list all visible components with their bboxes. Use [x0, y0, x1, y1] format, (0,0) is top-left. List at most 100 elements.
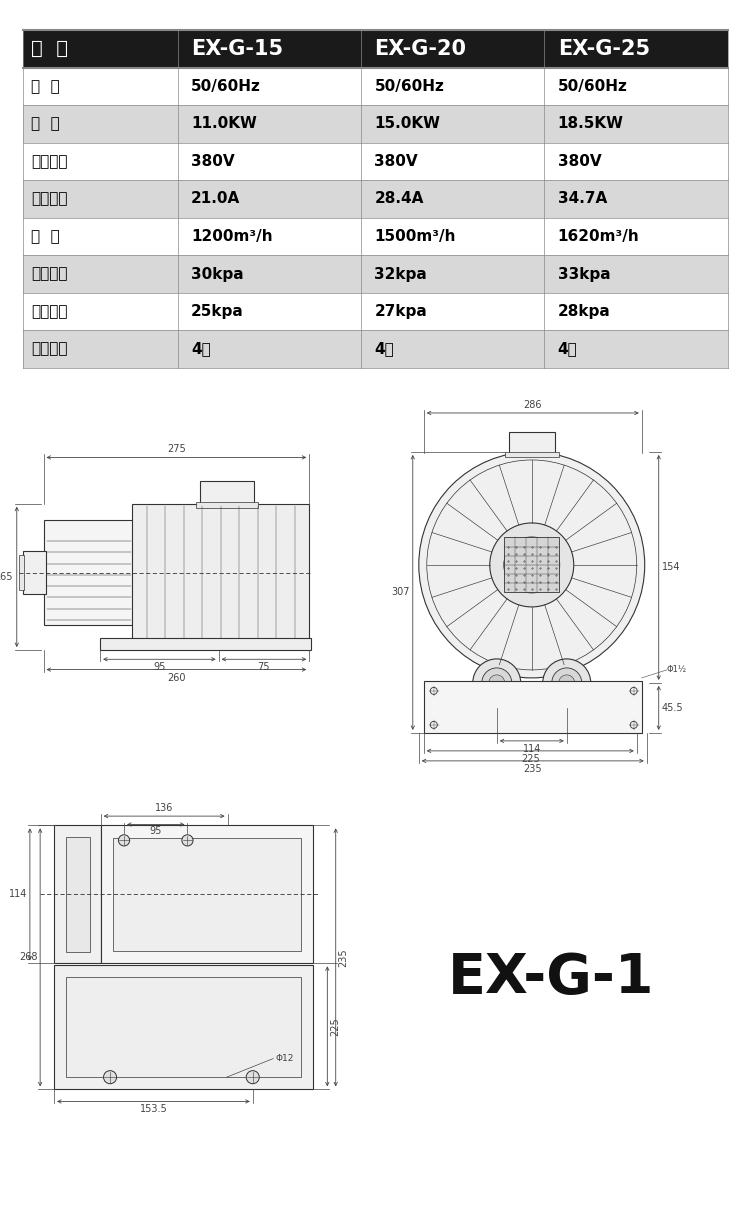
Text: 额定电压: 额定电压 — [32, 154, 68, 169]
Text: 27kpa: 27kpa — [374, 304, 427, 320]
Circle shape — [472, 658, 520, 707]
Circle shape — [489, 675, 505, 691]
Text: 235: 235 — [524, 763, 542, 774]
Text: 4寸: 4寸 — [558, 341, 578, 357]
Bar — [22, 105, 178, 142]
Circle shape — [482, 668, 512, 698]
Text: 165: 165 — [0, 572, 13, 581]
Bar — [178, 68, 361, 105]
Text: EX-G-20: EX-G-20 — [374, 39, 466, 59]
Text: 380V: 380V — [374, 154, 418, 169]
Bar — [544, 68, 728, 105]
Bar — [178, 218, 361, 256]
Text: EX-G-15: EX-G-15 — [191, 39, 284, 59]
Bar — [361, 105, 544, 142]
Bar — [200, 481, 254, 504]
Bar — [178, 330, 361, 368]
Circle shape — [543, 658, 591, 707]
Text: 45.5: 45.5 — [662, 703, 683, 713]
Text: 225: 225 — [521, 754, 540, 763]
Circle shape — [490, 523, 574, 607]
Text: EX-G-25: EX-G-25 — [558, 39, 650, 59]
Text: 18.5KW: 18.5KW — [558, 117, 624, 131]
Text: EX-G-1: EX-G-1 — [448, 952, 655, 1005]
Circle shape — [246, 1071, 259, 1084]
Text: 32kpa: 32kpa — [374, 267, 427, 281]
Circle shape — [559, 675, 574, 691]
Circle shape — [419, 452, 645, 678]
Bar — [361, 30, 544, 68]
Text: 75: 75 — [258, 662, 270, 673]
Bar — [178, 293, 361, 330]
Circle shape — [504, 537, 560, 593]
Bar — [132, 504, 309, 639]
Text: 1620m³/h: 1620m³/h — [558, 229, 640, 244]
Text: 95: 95 — [149, 826, 162, 837]
Bar — [509, 432, 555, 453]
Text: 11.0KW: 11.0KW — [191, 117, 257, 131]
Bar — [544, 142, 728, 180]
Text: 50/60Hz: 50/60Hz — [191, 78, 261, 94]
Bar — [361, 293, 544, 330]
Bar — [361, 180, 544, 218]
Text: 260: 260 — [167, 673, 186, 683]
Bar — [44, 520, 134, 625]
Bar — [178, 142, 361, 180]
Text: 114: 114 — [9, 890, 27, 900]
Text: 154: 154 — [662, 562, 680, 573]
Bar — [22, 293, 178, 330]
Bar — [100, 638, 311, 650]
Bar — [22, 142, 178, 180]
Bar — [361, 218, 544, 256]
Text: 50/60Hz: 50/60Hz — [374, 78, 444, 94]
Text: 153.5: 153.5 — [140, 1105, 167, 1114]
Text: 25kpa: 25kpa — [191, 304, 244, 320]
Text: 额定真空: 额定真空 — [32, 304, 68, 320]
Text: 1200m³/h: 1200m³/h — [191, 229, 273, 244]
Bar — [22, 218, 178, 256]
Circle shape — [104, 1071, 116, 1084]
Text: 225: 225 — [330, 1018, 340, 1036]
Bar — [196, 502, 258, 508]
Bar — [54, 825, 100, 964]
Text: Φ12: Φ12 — [275, 1054, 293, 1062]
Bar — [22, 30, 178, 68]
Bar — [544, 218, 728, 256]
Text: 136: 136 — [155, 803, 173, 813]
Text: 33kpa: 33kpa — [558, 267, 610, 281]
Bar — [178, 256, 361, 293]
Bar — [178, 30, 361, 68]
Text: 30kpa: 30kpa — [191, 267, 244, 281]
Text: 15.0KW: 15.0KW — [374, 117, 440, 131]
Circle shape — [182, 835, 193, 845]
Bar — [22, 330, 178, 368]
Bar — [66, 977, 302, 1077]
Bar — [112, 837, 302, 952]
Bar — [22, 256, 178, 293]
Text: 1500m³/h: 1500m³/h — [374, 229, 456, 244]
Bar — [66, 837, 89, 953]
Bar — [54, 965, 314, 1089]
Bar — [22, 180, 178, 218]
Text: 4寸: 4寸 — [374, 341, 394, 357]
Bar — [361, 256, 544, 293]
Text: 34.7A: 34.7A — [558, 192, 607, 206]
Bar — [100, 825, 314, 964]
Bar — [505, 452, 559, 457]
Text: 额定压力: 额定压力 — [32, 267, 68, 281]
Text: 235: 235 — [338, 949, 349, 967]
Bar — [504, 538, 560, 592]
Bar — [544, 105, 728, 142]
Bar — [424, 681, 642, 733]
Text: 307: 307 — [392, 587, 410, 597]
Bar — [544, 293, 728, 330]
Text: 频  率: 频 率 — [32, 117, 60, 131]
Text: 频  率: 频 率 — [32, 78, 60, 94]
Text: 21.0A: 21.0A — [191, 192, 240, 206]
Text: 275: 275 — [167, 444, 186, 455]
Text: 28.4A: 28.4A — [374, 192, 424, 206]
Text: Φ1½: Φ1½ — [667, 666, 687, 674]
Text: 风  量: 风 量 — [32, 229, 60, 244]
Text: 额定电流: 额定电流 — [32, 192, 68, 206]
Text: 380V: 380V — [191, 154, 235, 169]
